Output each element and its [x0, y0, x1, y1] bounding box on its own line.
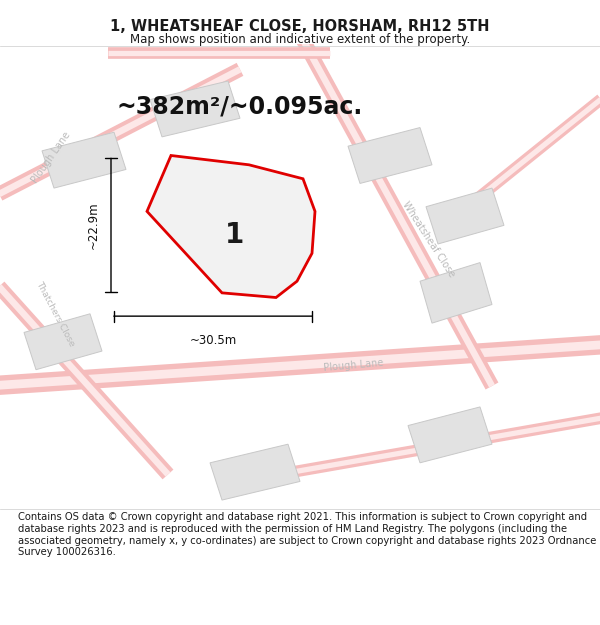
Text: Thatchers Close: Thatchers Close	[34, 280, 76, 348]
Text: 1, WHEATSHEAF CLOSE, HORSHAM, RH12 5TH: 1, WHEATSHEAF CLOSE, HORSHAM, RH12 5TH	[110, 19, 490, 34]
Polygon shape	[408, 407, 492, 462]
Text: Plough Lane: Plough Lane	[29, 131, 73, 186]
Text: Plough Lane: Plough Lane	[323, 357, 385, 372]
Text: ~382m²/~0.095ac.: ~382m²/~0.095ac.	[117, 94, 363, 119]
Text: 1: 1	[224, 221, 244, 249]
Text: Wheatsheaf Close: Wheatsheaf Close	[401, 199, 457, 279]
Polygon shape	[426, 188, 504, 244]
Polygon shape	[420, 262, 492, 323]
Polygon shape	[24, 314, 102, 369]
Polygon shape	[150, 81, 240, 137]
Polygon shape	[210, 444, 300, 500]
Text: Map shows position and indicative extent of the property.: Map shows position and indicative extent…	[130, 34, 470, 46]
Polygon shape	[348, 127, 432, 184]
Polygon shape	[147, 156, 315, 298]
Text: Contains OS data © Crown copyright and database right 2021. This information is : Contains OS data © Crown copyright and d…	[18, 512, 596, 558]
Text: ~22.9m: ~22.9m	[87, 201, 100, 249]
Text: ~30.5m: ~30.5m	[190, 334, 236, 347]
Polygon shape	[42, 132, 126, 188]
